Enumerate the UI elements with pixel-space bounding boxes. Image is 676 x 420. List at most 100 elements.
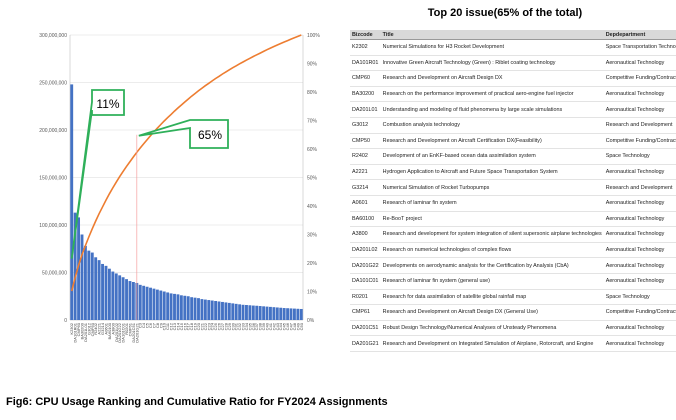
cell-title: Robust Design Technology/Numerical Analy… [380,320,604,337]
x-tick-label: C42 [271,322,276,330]
cell-title: Research for data assimilation of satell… [380,289,604,306]
bar [77,217,81,320]
bar [176,294,180,320]
figure-caption: Fig6: CPU Usage Ranking and Cumulative R… [6,396,388,408]
x-tick-label: BA60100 [107,322,112,339]
x-tick-label: C19 [193,322,198,330]
bar [217,301,221,320]
x-tick-label: C25 [213,322,218,330]
x-tick-label: C48 [292,322,297,330]
x-tick-label: C13 [172,322,177,330]
bar [94,257,98,320]
callout-65 [138,119,229,149]
bar [207,300,211,320]
y2-tick-label: 20% [307,261,318,267]
bar [231,303,235,320]
bar [193,297,197,320]
x-tick-label: CMP50 [90,322,95,336]
bar [183,295,187,320]
table-row: DA201C51 Robust Design Technology/Numeric… [350,320,676,337]
x-tick-label: C7 [151,322,156,328]
x-tick-label: C49 [295,322,300,330]
bar [227,302,231,320]
cell-bizcode: R2402 [350,148,381,165]
bar [83,245,87,320]
x-tick-label: DA201L02 [114,322,119,342]
bar [87,250,91,320]
cell-department: Space Technology [603,289,676,306]
y2-tick-label: 30% [307,233,318,239]
bar [269,306,272,320]
table-title: Top 20 issue(65% of the total) [427,7,583,19]
x-tick-label: G3214 [100,322,105,335]
bar [128,281,132,320]
y2-tick-label: 50% [307,176,318,182]
bar [200,299,204,320]
x-tick-label: C9 [158,322,163,328]
cell-department: Aeronautical Technology [603,257,676,274]
x-tick-label: BA30200 [79,322,84,339]
cell-title: Research and Development on Aircraft Des… [380,304,604,321]
bar [289,308,293,320]
cell-title: Innovative Green Aircraft Technology (Gr… [380,55,604,72]
cell-title: Research on numerical technologies of co… [380,242,604,259]
table-row: A0601 Research of laminar fin system Aeron… [350,195,676,212]
x-tick-label: C43 [275,322,280,330]
x-tick-label: CMP61 [127,322,132,336]
bar [272,307,276,320]
cell-title: Development of an EnKF-based ocean data … [380,148,604,165]
cell-department: Aeronautical Technology [603,242,676,259]
cell-department: Aeronautical Technology [603,226,676,243]
bar [97,260,101,320]
bar [296,308,300,320]
bar [279,307,283,320]
x-tick-label: C20 [196,322,201,330]
x-tick-label: C47 [289,322,294,330]
pareto-chart: 300,000,000 250,000,000 200,000,000 150,000… [39,33,320,343]
cell-department: Aeronautical Technology [603,86,676,103]
bar [282,308,286,320]
bar [241,304,245,320]
table-row: DA201L01 Understanding and modeling of fl… [350,101,676,118]
bar [251,305,255,320]
x-tick-label: C4 [141,322,146,328]
y2-tick-label: 60% [307,147,318,153]
x-tick-label: C32 [237,322,242,330]
x-tick-label: C6 [148,322,153,328]
cell-title: Numerical Simulation of Rocket Turbopump… [380,179,604,196]
table-row: CMP50 Research and Development on Aircraf… [350,133,676,150]
x-tick-label: C8 [155,322,160,328]
cell-bizcode: CMP60 [350,70,381,87]
bar [142,285,146,320]
y-tick-label: 200,000,000 [39,128,67,134]
table-row: R0201 Research for data assimilation of s… [350,289,676,306]
bar [245,304,248,320]
cell-title: Research of laminar fin system [380,195,604,212]
bar [118,275,122,320]
bar [210,300,214,320]
x-tick-label: DA101C01 [121,322,126,342]
cell-title: Combustion analysis technology [380,117,604,134]
x-tick-label: DA101R01 [73,322,78,342]
cell-department: Aeronautical Technology [603,164,676,181]
x-tick-label: C33 [241,322,246,330]
x-tick-label: A3800 [110,322,115,334]
table-row: K2302 Numerical Simulations for H3 Rocket… [350,39,676,56]
cell-department: Aeronautical Technology [603,195,676,212]
cell-bizcode: A0601 [350,195,381,212]
x-tick-label: C39 [261,322,266,330]
cell-bizcode: DA201L01 [350,101,381,118]
bar [159,290,163,320]
callout-11-label: 11% [96,97,119,111]
cell-title: Developments on aerodynamic analysis for… [380,257,604,274]
table-row: DA101C01 Research of laminar fin system (… [350,273,676,290]
bar [104,265,108,320]
cell-title: Understanding and modeling of fluid phen… [380,101,604,118]
bar [265,306,269,320]
table-row: G3214 Numerical Simulation of Rocket Turb… [350,179,676,196]
issues-table: Bizcode Title Depdepartment K2302 Numeric… [350,30,676,352]
x-tick-label: C26 [217,322,222,330]
bar [214,301,218,320]
cell-department: Aeronautical Technology [603,320,676,337]
callout-11 [70,89,125,259]
